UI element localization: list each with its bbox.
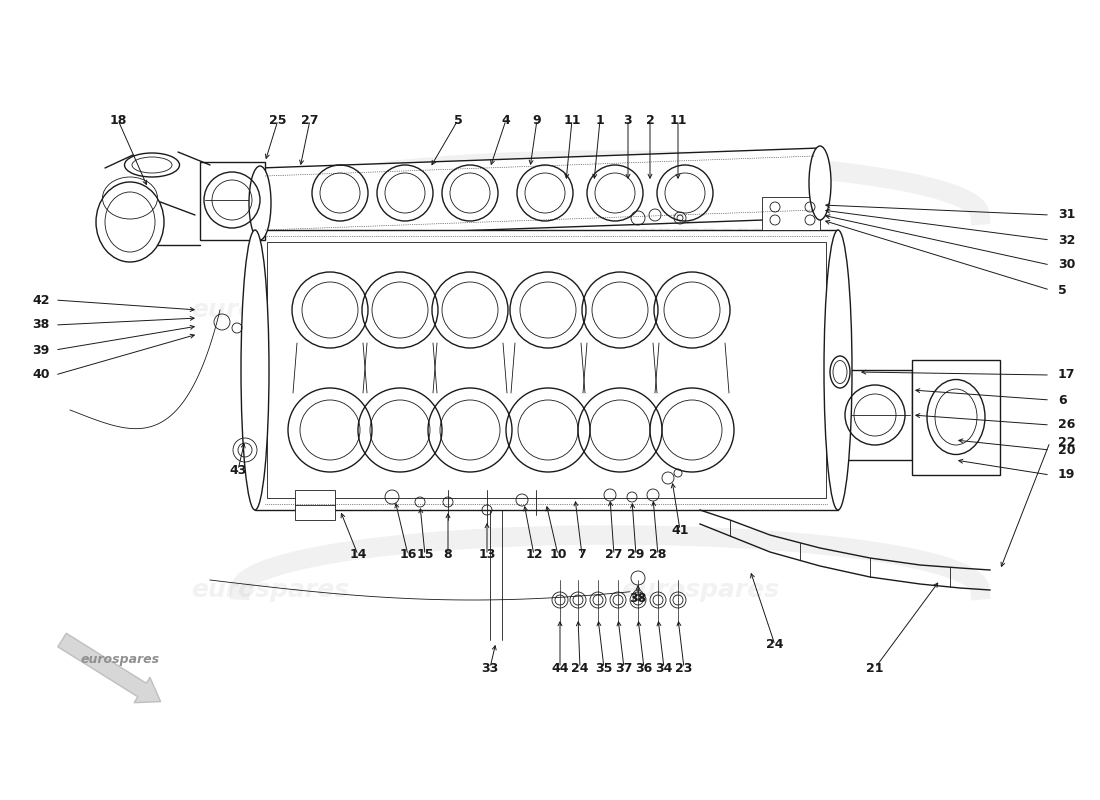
Text: 35: 35 xyxy=(595,662,613,674)
Text: eurospares: eurospares xyxy=(620,223,779,247)
Text: 30: 30 xyxy=(1058,258,1076,271)
Polygon shape xyxy=(295,490,336,520)
Text: 17: 17 xyxy=(1058,369,1076,382)
Ellipse shape xyxy=(124,153,179,177)
Text: 21: 21 xyxy=(867,662,883,674)
Text: 27: 27 xyxy=(605,549,623,562)
Text: 29: 29 xyxy=(627,549,645,562)
Ellipse shape xyxy=(927,379,984,454)
Polygon shape xyxy=(200,162,265,240)
Ellipse shape xyxy=(96,182,164,262)
Text: 13: 13 xyxy=(478,549,496,562)
Text: 27: 27 xyxy=(301,114,319,126)
Text: 4: 4 xyxy=(502,114,510,126)
Ellipse shape xyxy=(824,230,852,510)
Text: 24: 24 xyxy=(767,638,783,651)
Text: 11: 11 xyxy=(669,114,686,126)
Text: 43: 43 xyxy=(229,463,246,477)
Text: 3: 3 xyxy=(624,114,632,126)
Text: 28: 28 xyxy=(649,549,667,562)
Text: 25: 25 xyxy=(270,114,287,126)
Ellipse shape xyxy=(241,230,270,510)
Text: eurospares: eurospares xyxy=(620,578,779,602)
Text: 37: 37 xyxy=(615,662,632,674)
Text: 5: 5 xyxy=(453,114,462,126)
Text: eurospares: eurospares xyxy=(191,298,349,322)
Text: 15: 15 xyxy=(416,549,433,562)
Text: 31: 31 xyxy=(1058,209,1076,222)
Text: 20: 20 xyxy=(1058,443,1076,457)
Text: 38: 38 xyxy=(32,318,50,331)
Text: 36: 36 xyxy=(636,662,652,674)
Text: 12: 12 xyxy=(526,549,542,562)
Text: eurospares: eurospares xyxy=(191,578,349,602)
Text: 32: 32 xyxy=(1058,234,1076,246)
Text: 19: 19 xyxy=(1058,469,1076,482)
Text: 38: 38 xyxy=(629,591,647,605)
Polygon shape xyxy=(258,148,820,238)
Polygon shape xyxy=(255,230,838,510)
Text: 5: 5 xyxy=(1058,283,1067,297)
Text: 10: 10 xyxy=(549,549,566,562)
Text: 11: 11 xyxy=(563,114,581,126)
Text: 16: 16 xyxy=(399,549,417,562)
Text: 34: 34 xyxy=(656,662,673,674)
Text: 6: 6 xyxy=(1058,394,1067,406)
Text: 33: 33 xyxy=(482,662,498,674)
Ellipse shape xyxy=(249,166,271,240)
Text: 1: 1 xyxy=(595,114,604,126)
Text: 22: 22 xyxy=(1058,435,1076,449)
Text: 39: 39 xyxy=(32,343,50,357)
Text: 40: 40 xyxy=(32,369,50,382)
Polygon shape xyxy=(762,197,820,230)
Text: 24: 24 xyxy=(571,662,588,674)
Text: 7: 7 xyxy=(578,549,586,562)
Text: 9: 9 xyxy=(532,114,541,126)
Text: 2: 2 xyxy=(646,114,654,126)
Ellipse shape xyxy=(830,356,850,388)
Polygon shape xyxy=(912,360,1000,475)
Text: 26: 26 xyxy=(1058,418,1076,431)
Text: 23: 23 xyxy=(675,662,693,674)
Text: 18: 18 xyxy=(109,114,126,126)
Text: 42: 42 xyxy=(32,294,50,306)
Text: 41: 41 xyxy=(671,523,689,537)
Text: 8: 8 xyxy=(443,549,452,562)
Text: 14: 14 xyxy=(350,549,366,562)
Ellipse shape xyxy=(808,146,830,220)
FancyArrow shape xyxy=(58,634,161,702)
Polygon shape xyxy=(838,370,912,460)
Text: eurospares: eurospares xyxy=(80,654,160,666)
Text: 44: 44 xyxy=(551,662,569,674)
